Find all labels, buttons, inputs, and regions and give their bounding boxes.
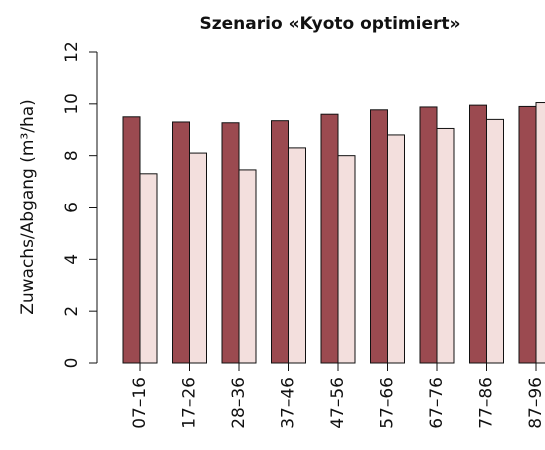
y-tick-label: 10 bbox=[62, 93, 82, 115]
x-tick-label: 57–66 bbox=[378, 377, 398, 429]
y-tick-label: 12 bbox=[62, 41, 82, 63]
x-tick-label: 28–36 bbox=[229, 377, 249, 429]
y-axis-label: Zuwachs/Abgang (m³/ha) bbox=[18, 99, 38, 315]
y-tick-label: 8 bbox=[62, 150, 82, 161]
bar bbox=[172, 121, 190, 364]
x-tick-label: 17–26 bbox=[180, 377, 200, 429]
y-tick-label: 2 bbox=[62, 306, 82, 317]
bar bbox=[419, 106, 438, 364]
bar bbox=[518, 105, 537, 364]
bar bbox=[370, 109, 388, 364]
bar bbox=[535, 102, 545, 364]
bar bbox=[288, 147, 306, 364]
bar bbox=[221, 122, 240, 364]
x-tick-label: 37–46 bbox=[279, 377, 299, 429]
y-tick-label: 4 bbox=[62, 254, 82, 265]
x-tick-label: 07–16 bbox=[130, 377, 150, 429]
y-tick-label: 0 bbox=[62, 358, 82, 369]
bar bbox=[387, 134, 405, 364]
y-tick-label: 6 bbox=[62, 202, 82, 213]
bar bbox=[337, 155, 356, 364]
bar bbox=[486, 118, 504, 364]
bar bbox=[238, 169, 257, 364]
bar bbox=[139, 173, 158, 364]
bar bbox=[122, 116, 141, 364]
bar bbox=[469, 104, 487, 364]
bar bbox=[189, 152, 207, 364]
bar bbox=[320, 113, 339, 364]
bar bbox=[271, 120, 289, 364]
x-tick-label: 67–76 bbox=[427, 377, 447, 429]
x-tick-label: 77–86 bbox=[477, 377, 497, 429]
chart-title: Szenario «Kyoto optimiert» bbox=[200, 14, 461, 34]
x-tick-label: 87–96 bbox=[526, 377, 545, 429]
bar bbox=[436, 127, 455, 364]
x-tick-label: 47–56 bbox=[328, 377, 348, 429]
